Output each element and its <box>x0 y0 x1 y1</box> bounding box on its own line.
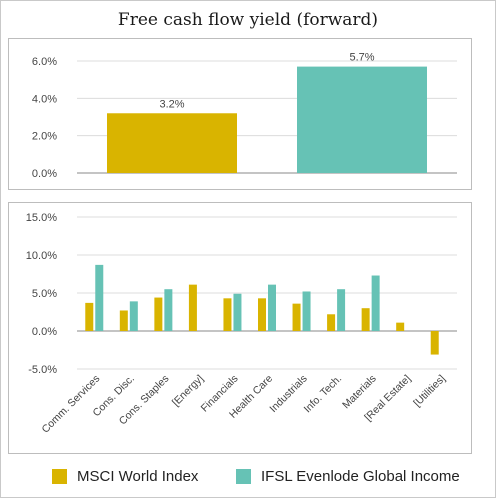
bar <box>107 113 237 173</box>
bar <box>95 264 104 331</box>
y-tick-label: 5.0% <box>32 288 57 300</box>
bar <box>297 66 427 173</box>
bar <box>396 322 405 331</box>
bar <box>292 303 301 331</box>
chart-title: Free cash flow yield (forward) <box>117 10 379 30</box>
bar <box>430 331 439 355</box>
bar <box>268 284 276 331</box>
bar <box>371 275 380 331</box>
sector-chart-svg: -5.0%0.0%5.0%10.0%15.0%Comm. ServicesCon… <box>26 212 457 436</box>
bar <box>258 298 266 331</box>
x-tick-label: [Utilities] <box>411 373 448 410</box>
legend-item-msci: MSCI World Index <box>52 464 198 488</box>
y-tick-label: 15.0% <box>26 212 57 224</box>
legend-swatch-ifsl <box>236 468 251 484</box>
top-chart-panel: 0.0% 2.0% 4.0% 6.0% 3.2% 5.7% <box>8 38 472 190</box>
bar <box>129 301 138 331</box>
legend-item-ifsl: IFSL Evenlode Global Income <box>236 464 460 488</box>
bar <box>164 289 173 331</box>
bar <box>233 293 242 331</box>
y-tick-label: 2.0% <box>32 131 57 143</box>
bar <box>302 291 311 331</box>
sector-chart-panel: -5.0% 0.0% 5.0% 10.0% 15.0% Comm. Services Con… <box>8 202 472 454</box>
y-tick-label: -5.0% <box>28 364 57 376</box>
data-label: 5.7% <box>349 52 374 64</box>
y-tick-label: 6.0% <box>32 56 57 68</box>
data-label: 3.2% <box>159 98 184 110</box>
x-tick-label: Comm. Services <box>39 373 102 436</box>
y-tick-label: 0.0% <box>32 326 57 338</box>
legend-label-ifsl: IFSL Evenlode Global Income <box>261 467 460 485</box>
bar <box>154 297 163 331</box>
legend-swatch-msci <box>52 468 67 484</box>
bar <box>337 289 346 331</box>
bar <box>223 298 232 331</box>
top-chart-svg: 0.0% 2.0% 4.0% 6.0% 3.2% 5.7% <box>32 52 457 180</box>
bar <box>327 314 336 331</box>
y-tick-label: 10.0% <box>26 250 57 262</box>
legend-label-msci: MSCI World Index <box>77 467 199 485</box>
y-tick-label: 4.0% <box>32 93 57 105</box>
bar <box>119 310 128 331</box>
bar <box>85 302 94 331</box>
y-tick-label: 0.0% <box>32 168 57 180</box>
bar <box>188 284 197 331</box>
x-tick-label: Info. Tech. <box>302 373 345 416</box>
bar <box>361 308 370 331</box>
